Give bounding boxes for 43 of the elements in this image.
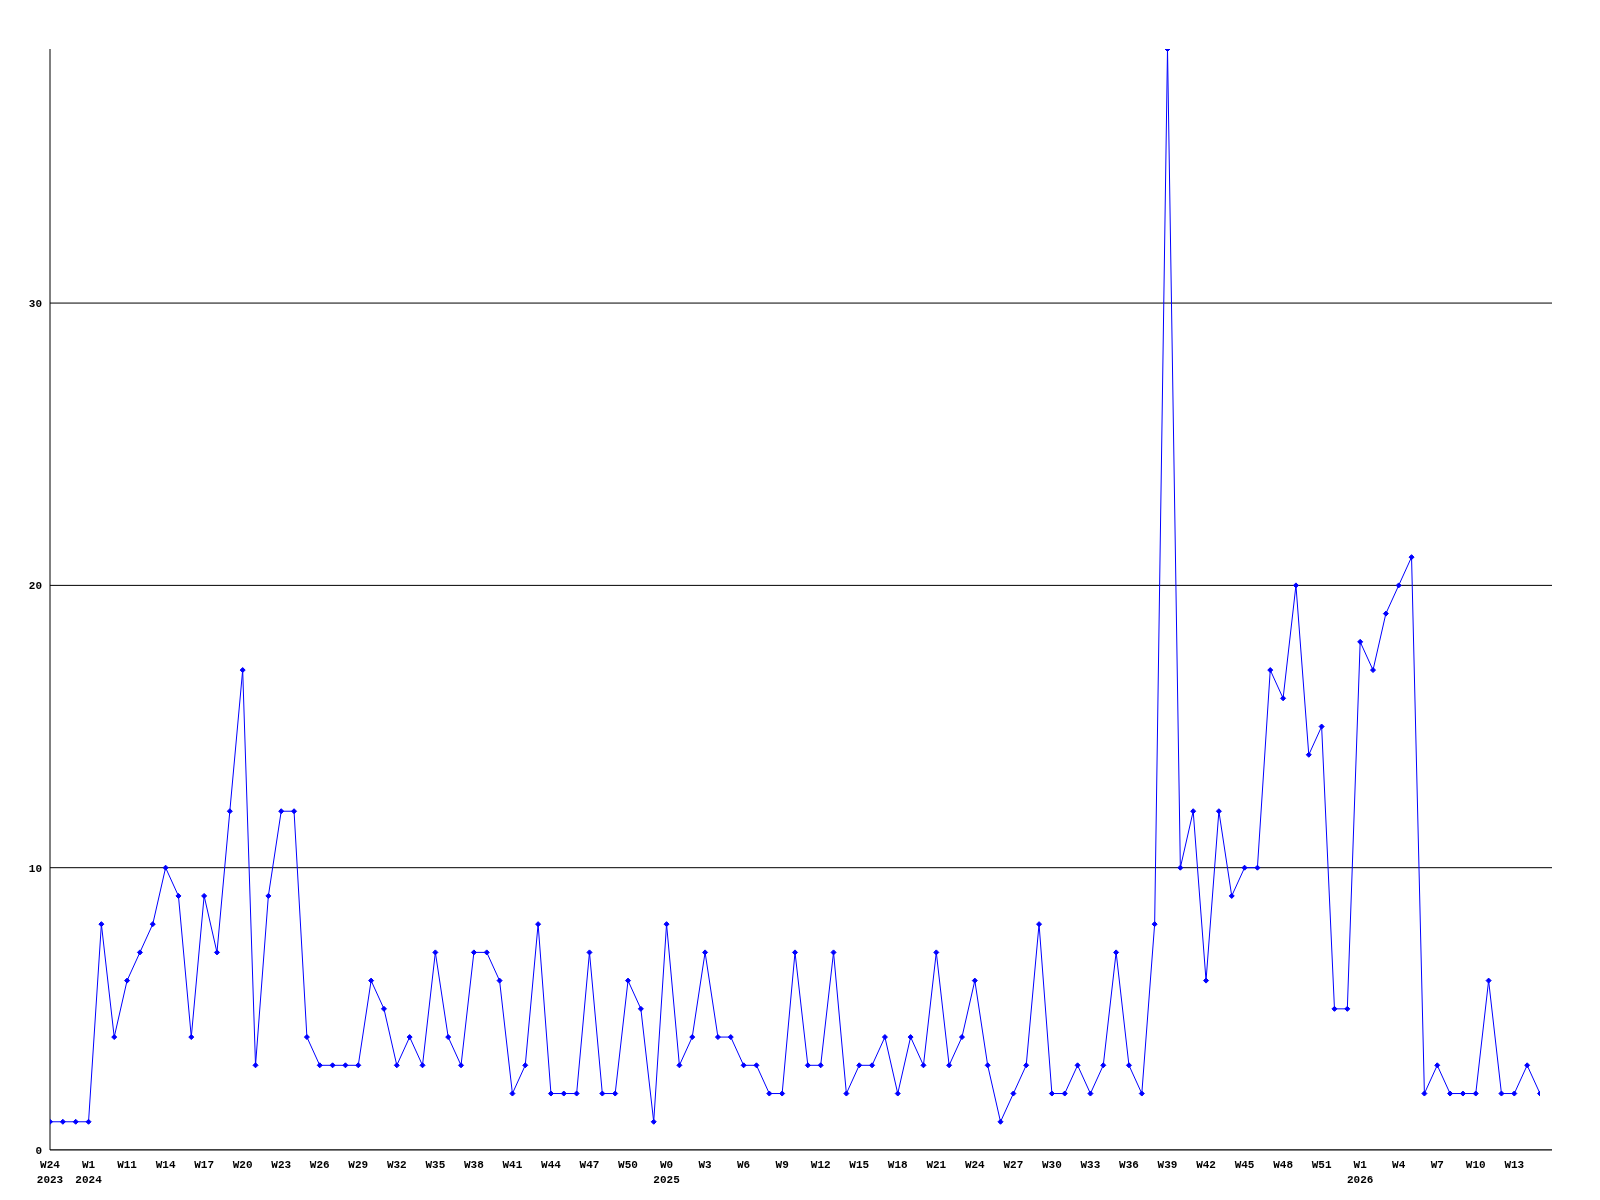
y-tick-label: 30 (28, 297, 42, 310)
x-tick-label: W51 (1311, 1159, 1332, 1171)
x-tick-label: W15 (849, 1159, 870, 1171)
x-tick-label: W13 (1504, 1159, 1525, 1171)
x-tick-label: W17 (194, 1159, 215, 1171)
x-tick-label: W30 (1041, 1159, 1062, 1171)
x-tick-label: W24 (964, 1159, 986, 1171)
x-tick-label: W11 (117, 1159, 138, 1171)
x-tick-label: W35 (425, 1159, 446, 1171)
x-tick-label: W23 (271, 1159, 292, 1171)
x-tick-label: W14 (155, 1159, 176, 1171)
x-tick-label: W29 (348, 1159, 369, 1171)
x-tick-label: W32 (386, 1159, 407, 1171)
x-tick-label: W45 (1234, 1159, 1255, 1171)
x-tick-label: W48 (1273, 1159, 1294, 1171)
x-tick-label: W39 (1157, 1159, 1178, 1171)
x-tick-label: W3 (698, 1159, 713, 1171)
x-tick-label: W42 (1196, 1159, 1216, 1171)
x-tick-label: W38 (463, 1159, 485, 1171)
x-tick-label: W24 2023 (36, 1159, 64, 1186)
x-tick-label: W18 (887, 1159, 909, 1171)
x-tick-label: W27 (1003, 1159, 1024, 1171)
x-tick-label: W9 (775, 1159, 789, 1171)
x-tick-label: W1 2026 (1346, 1159, 1374, 1186)
y-tick-label: 10 (28, 862, 42, 875)
x-tick-label: W36 (1119, 1159, 1139, 1171)
x-tick-label: W50 (618, 1159, 638, 1171)
x-tick-label: W47 (579, 1159, 600, 1171)
x-tick-label: W33 (1080, 1159, 1101, 1171)
y-tick-label: 0 (35, 1144, 42, 1157)
x-tick-label: W1 2024 (75, 1159, 103, 1186)
y-tick-label: 20 (28, 580, 42, 593)
x-tick-label: W26 (309, 1159, 330, 1171)
x-tick-label: W44 (541, 1159, 562, 1171)
x-tick-label: W12 (810, 1159, 831, 1171)
x-tick-label: W6 (737, 1159, 751, 1171)
x-tick-label: W7 (1430, 1159, 1444, 1171)
x-tick-label: W4 (1392, 1159, 1406, 1171)
x-tick-label: W10 (1465, 1159, 1486, 1171)
x-tick-label: W20 (232, 1159, 253, 1171)
x-tick-label: W21 (926, 1159, 947, 1171)
x-tick-label: W0 2025 (653, 1159, 681, 1186)
x-tick-label: W41 (502, 1159, 523, 1171)
